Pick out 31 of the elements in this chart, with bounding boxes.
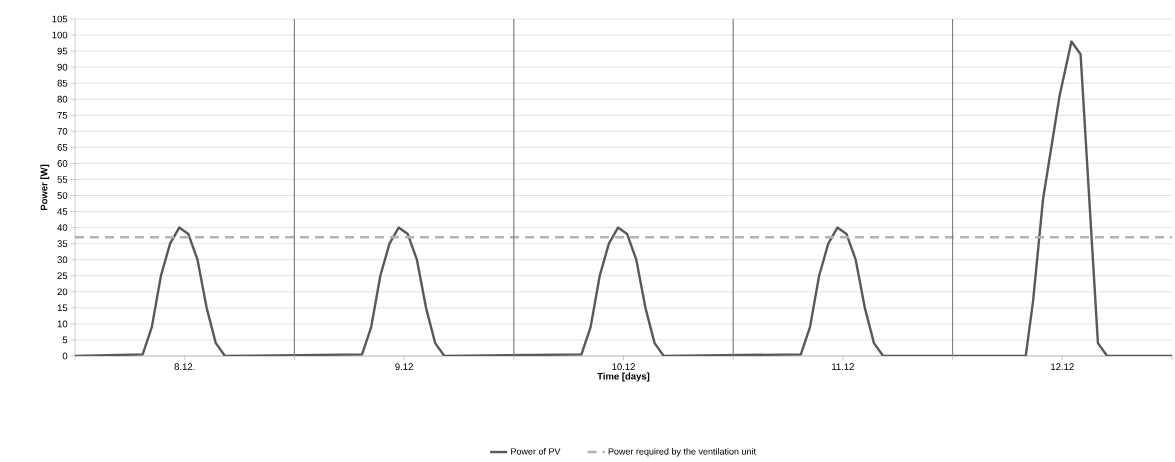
y-tick-label: 30 [57,256,68,264]
y-tick-label: 100 [52,31,68,39]
y-tick-label: 35 [57,240,68,248]
y-tick-label: 80 [57,95,68,103]
legend-label: Power of PV [511,448,561,455]
x-tick-label: 9.12 [395,363,413,371]
y-tick-label: 95 [57,47,68,55]
x-tick-label: 11.12 [832,363,854,370]
x-axis-title: Time [days] [597,372,650,382]
x-tick-label: 8.12. [174,363,195,371]
y-tick-label: 50 [57,192,68,199]
y-tick-label: 15 [57,304,68,312]
y-tick-label: 40 [57,224,68,231]
y-tick-label: 0 [62,352,68,360]
x-tick-label: 10.12 [612,363,635,371]
y-tick-label: 20 [57,288,68,296]
y-tick-label: 10 [57,320,68,328]
y-tick-label: 55 [57,176,68,183]
y-tick-label: 25 [57,272,68,280]
y-axis-title: Power [W] [40,164,50,211]
y-tick-label: 5 [62,336,68,344]
y-tick-label: 85 [57,79,68,87]
y-tick-label: 75 [57,111,68,119]
x-tick-label: 12.12 [1051,363,1074,370]
y-tick-label: 45 [57,208,68,215]
y-tick-label: 90 [57,63,68,71]
y-tick-label: 60 [57,160,68,167]
y-tick-label: 105 [52,15,68,23]
legend-label: Power required by the ventilation unit [608,448,756,457]
y-tick-label: 65 [57,144,68,151]
y-tick-label: 70 [57,127,68,135]
